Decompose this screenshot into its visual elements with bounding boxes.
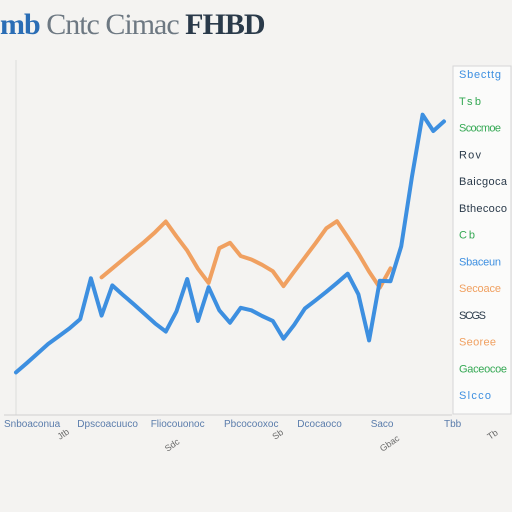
legend-entry: Tsb bbox=[459, 96, 481, 108]
x-sub-label: Gbac bbox=[378, 433, 402, 454]
x-tick-label: Fliocouonoc bbox=[151, 419, 205, 430]
legend-entry: Scocmoe bbox=[459, 123, 501, 135]
legend-entry: SCGS bbox=[459, 310, 486, 322]
legend-entry: Slcco bbox=[459, 390, 491, 402]
title-ticker: FHBD bbox=[185, 8, 265, 41]
legend-entry: Gaceocoe bbox=[459, 363, 507, 375]
x-tick-label: Pbcocooxoc bbox=[224, 419, 278, 430]
legend-entry: Sbecttg bbox=[459, 69, 501, 81]
series-line-1 bbox=[99, 219, 393, 290]
legend-entry: Sbaceun bbox=[459, 256, 501, 268]
x-tick-labels: Snboaconua Dpscoacuuco Fliocouonoc Pbcocoox… bbox=[4, 419, 500, 454]
x-tick-label: Tbb bbox=[444, 419, 462, 430]
legend-entry: Secoace bbox=[459, 283, 501, 295]
legend-box bbox=[452, 65, 512, 415]
x-tick-label: Dpscoacuuco bbox=[77, 419, 138, 430]
legend-entry: Baicgoca bbox=[459, 176, 508, 188]
title-name: Cntc Cimac bbox=[46, 8, 179, 41]
series-layer bbox=[14, 112, 446, 375]
chart-title: mb Cntc Cimac FHBD bbox=[0, 8, 266, 42]
legend-entry: Bthecoco bbox=[459, 203, 507, 215]
x-tick-label: Dcocaoco bbox=[297, 419, 342, 430]
legend: SbecttgTsbScocmoeRovBaicgocaBthecocoCbSb… bbox=[452, 65, 512, 415]
x-tick-label: Snboaconua bbox=[4, 419, 61, 430]
title-logo-mark: mb bbox=[0, 8, 41, 41]
x-sub-label: Sdc bbox=[163, 436, 182, 453]
series-line-0 bbox=[14, 112, 446, 375]
legend-entry: Seoree bbox=[459, 337, 496, 349]
x-tick-label: Saco bbox=[371, 419, 394, 430]
legend-entry: Rov bbox=[459, 149, 482, 161]
x-sub-label: Tb bbox=[485, 427, 499, 441]
